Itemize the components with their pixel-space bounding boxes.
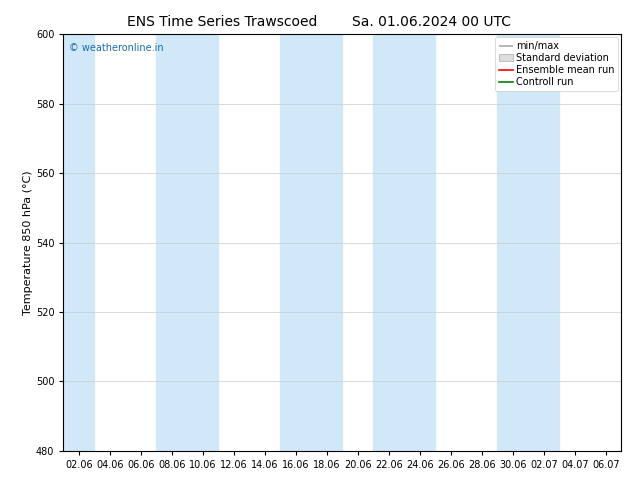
Bar: [497, 34, 528, 451]
Legend: min/max, Standard deviation, Ensemble mean run, Controll run: min/max, Standard deviation, Ensemble me…: [495, 37, 618, 91]
Y-axis label: Temperature 850 hPa (°C): Temperature 850 hPa (°C): [23, 170, 33, 315]
Bar: [157, 34, 188, 451]
Bar: [373, 34, 404, 451]
Bar: [63, 34, 94, 451]
Text: Sa. 01.06.2024 00 UTC: Sa. 01.06.2024 00 UTC: [352, 15, 510, 29]
Bar: [280, 34, 311, 451]
Text: ENS Time Series Trawscoed: ENS Time Series Trawscoed: [127, 15, 317, 29]
Bar: [188, 34, 218, 451]
Text: © weatheronline.in: © weatheronline.in: [69, 43, 164, 52]
Bar: [311, 34, 342, 451]
Bar: [528, 34, 559, 451]
Bar: [404, 34, 436, 451]
